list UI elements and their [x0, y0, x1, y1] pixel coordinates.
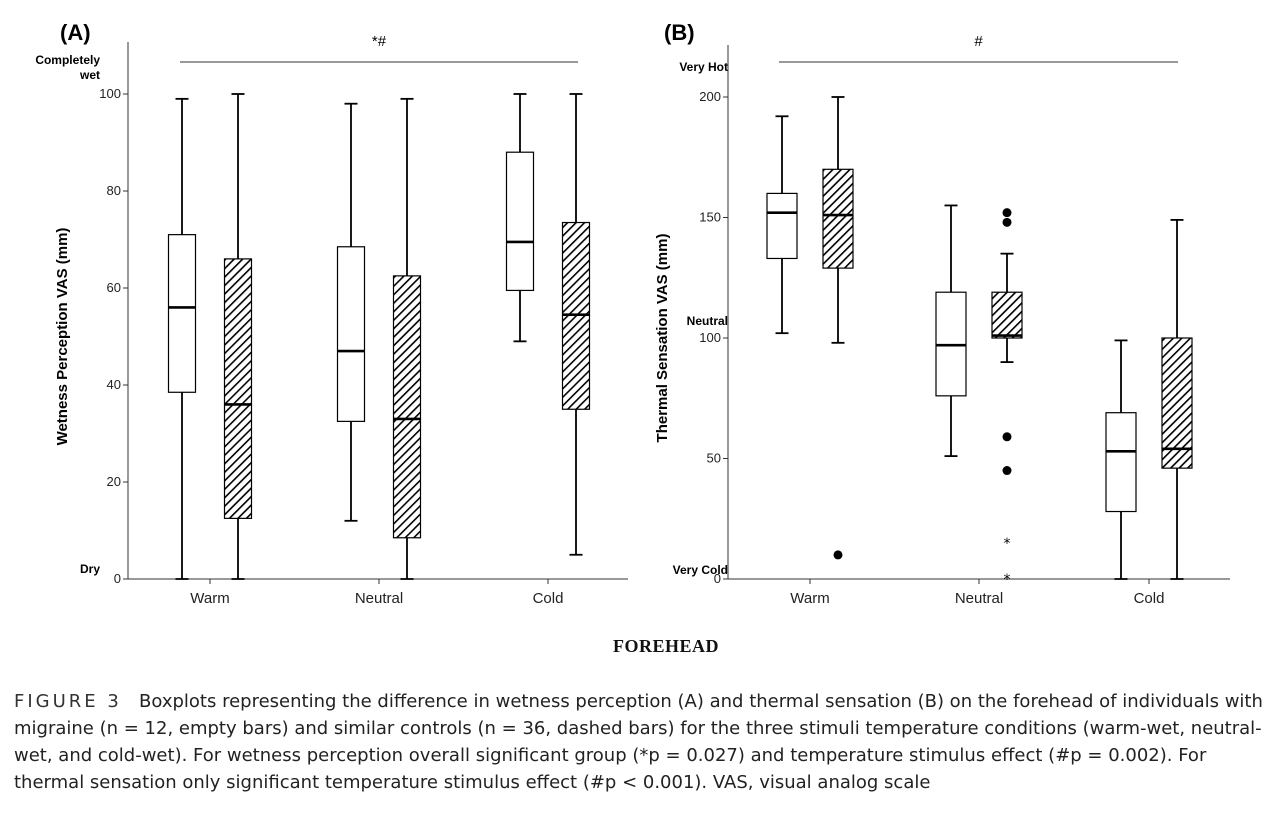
controls-neutral-extreme-point: *	[1004, 536, 1011, 552]
y-tick-label: 0	[714, 571, 721, 586]
x-category-label: Warm	[190, 590, 229, 607]
x-category-label: Warm	[790, 590, 829, 607]
y-axis-label: Thermal Sensation VAS (mm)	[654, 234, 671, 443]
y-tick-label: 80	[107, 183, 121, 198]
controls-warm-box	[223, 258, 253, 519]
panel-b-boxplot: (B) Thermal Sensation VAS (mm) 0 50 100 150 20…	[654, 20, 1230, 607]
controls-warm-outlier-point	[833, 550, 843, 560]
y-tick-label: 20	[107, 474, 121, 489]
controls-neutral-box	[991, 291, 1023, 339]
axis-anchor-label: Very Cold	[673, 563, 728, 577]
migraine-cold-box	[1105, 412, 1137, 513]
controls-warm-box	[822, 168, 854, 269]
y-tick-label: 100	[699, 330, 721, 345]
y-tick-label: 200	[699, 89, 721, 104]
y-tick-label: 60	[107, 280, 121, 295]
migraine-cold-box	[505, 151, 535, 292]
x-category-label: Neutral	[955, 590, 1003, 607]
significance-marker: #	[974, 33, 983, 50]
y-tick-label: 50	[707, 451, 721, 466]
panel-label: (A)	[60, 20, 91, 45]
y-tick-label: 0	[114, 571, 121, 586]
controls-neutral-outlier-point	[1002, 217, 1012, 227]
figure-caption-text: Boxplots representing the difference in …	[14, 691, 1263, 793]
migraine-warm-box	[167, 234, 197, 393]
footer-label: FOREHEAD	[613, 636, 719, 656]
migraine-warm-box	[766, 192, 798, 260]
controls-neutral-extreme-point: *	[1004, 572, 1011, 588]
figure-caption: FIGURE 3 Boxplots representing the diffe…	[14, 688, 1276, 796]
axis-anchor-label: Very Hot	[679, 60, 728, 74]
axis-anchor-label: Neutral	[687, 314, 728, 328]
panel-label: (B)	[664, 20, 695, 45]
controls-neutral-outlier-point	[1002, 432, 1012, 442]
y-tick-label: 40	[107, 377, 121, 392]
x-category-label: Cold	[533, 590, 564, 607]
y-axis-label: Wetness Perception VAS (mm)	[54, 228, 71, 446]
x-category-label: Neutral	[355, 590, 403, 607]
controls-neutral-outlier-point	[1002, 466, 1012, 476]
figure-canvas: (A) Wetness Perception VAS (mm) 0 20 40 60 80 1…	[35, 20, 1230, 656]
controls-neutral-outlier-point	[1002, 208, 1012, 218]
y-tick-label: 100	[99, 86, 121, 101]
panel-a-boxplot: (A) Wetness Perception VAS (mm) 0 20 40 60 80 1…	[35, 20, 628, 607]
x-category-label: Cold	[1134, 590, 1165, 607]
axis-anchor-label: Dry	[80, 562, 100, 576]
controls-neutral-box	[392, 275, 422, 539]
migraine-neutral-box	[336, 246, 366, 422]
significance-marker: *#	[372, 33, 387, 50]
figure-caption-label: FIGURE 3	[14, 691, 122, 712]
controls-cold-box	[1161, 337, 1193, 469]
y-tick-label: 150	[699, 210, 721, 225]
axis-anchor-label: Completely	[35, 53, 100, 67]
axis-anchor-label: wet	[79, 68, 100, 82]
